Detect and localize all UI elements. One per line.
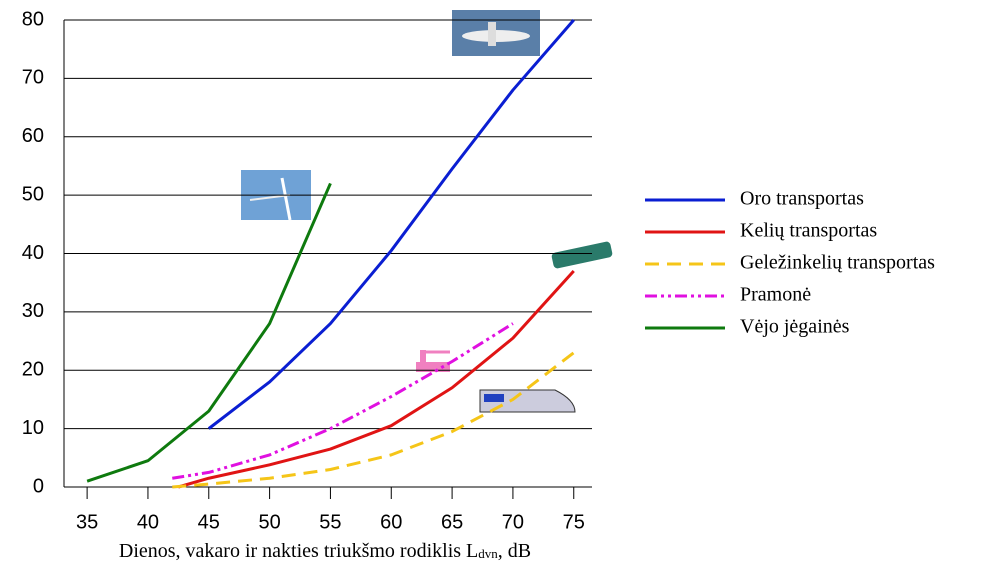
x-tick-label: 55 xyxy=(319,511,341,533)
y-tick-label: 70 xyxy=(22,67,44,89)
x-tick-label: 65 xyxy=(441,511,463,533)
series-line xyxy=(172,351,575,489)
x-tick-label: 40 xyxy=(137,511,159,533)
x-tick-label: 35 xyxy=(76,511,98,533)
x-tick-label: 75 xyxy=(563,511,585,533)
x-tick-label: 60 xyxy=(380,511,402,533)
x-tick-label: 70 xyxy=(502,511,524,533)
y-tick-label: 30 xyxy=(22,300,44,322)
legend-label: Pramonė xyxy=(740,284,811,306)
series-line xyxy=(207,19,575,430)
y-tick-label: 50 xyxy=(22,183,44,205)
legend-label: Geležinkelių transportas xyxy=(740,252,935,274)
car-picture xyxy=(551,241,613,269)
series-line xyxy=(177,270,575,489)
factory-picture xyxy=(416,350,450,372)
train-picture xyxy=(479,389,576,413)
y-tick-label: 80 xyxy=(22,8,44,30)
y-tick-label: 0 xyxy=(33,475,44,497)
legend-label: Vėjo jėgainės xyxy=(740,316,850,338)
y-tick-label: 60 xyxy=(22,125,44,147)
x-tick-label: 50 xyxy=(258,511,280,533)
legend-label: Kelių transportas xyxy=(740,220,877,242)
y-tick-label: 20 xyxy=(22,359,44,381)
series-line xyxy=(86,182,332,483)
y-tick-label: 40 xyxy=(22,242,44,264)
airplane-picture xyxy=(452,10,540,56)
y-tick-label: 10 xyxy=(22,417,44,439)
x-axis-label: Dienos, vakaro ir nakties triukšmo rodik… xyxy=(119,540,531,562)
series-line xyxy=(172,322,514,480)
x-tick-label: 45 xyxy=(198,511,220,533)
legend-label: Oro transportas xyxy=(740,188,864,210)
